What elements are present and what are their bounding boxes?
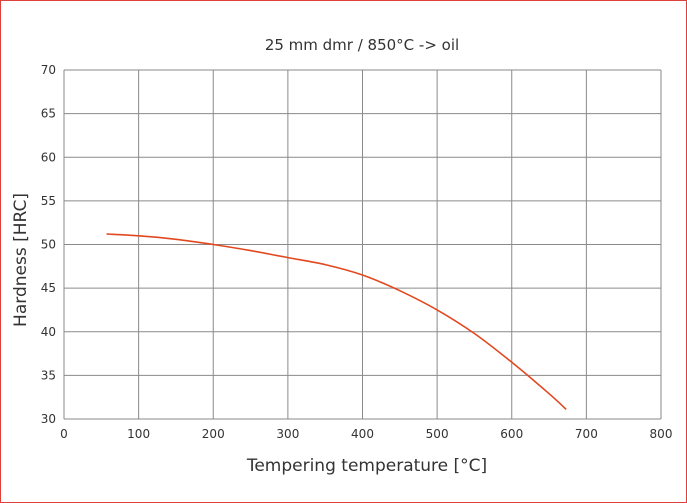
y-tick-label-45: 45	[41, 281, 56, 295]
y-tick-label-60: 60	[41, 150, 56, 164]
data-series	[106, 233, 567, 410]
y-tick-label-30: 30	[41, 412, 56, 426]
x-tick-label-700: 700	[575, 427, 598, 441]
x-axis-title: Tempering temperature [°C]	[246, 456, 487, 476]
y-tick-label-65: 65	[41, 107, 56, 121]
y-tick-label-50: 50	[41, 238, 56, 252]
y-tick-labels: 30 35 40 45 50 55 60 65 70	[41, 63, 56, 426]
x-tick-label-200: 200	[202, 427, 225, 441]
chart-title: 25 mm dmr / 850°C -> oil	[265, 36, 459, 54]
x-tick-labels: 0 100 200 300 400 500 600 700 800	[60, 427, 672, 441]
y-tick-label-55: 55	[41, 194, 56, 208]
x-tick-label-300: 300	[276, 427, 299, 441]
x-tick-label-0: 0	[60, 427, 68, 441]
x-tick-label-400: 400	[351, 427, 374, 441]
x-tick-label-800: 800	[650, 427, 673, 441]
y-tick-label-70: 70	[41, 63, 56, 77]
y-axis-title: Hardness [HRC]	[11, 193, 31, 327]
series-line-0	[106, 233, 567, 410]
y-tick-label-40: 40	[41, 325, 56, 339]
y-tick-label-35: 35	[41, 368, 56, 382]
grid-lines	[63, 69, 662, 420]
x-tick-label-500: 500	[426, 427, 449, 441]
x-tick-label-100: 100	[127, 427, 150, 441]
x-tick-label-600: 600	[500, 427, 523, 441]
